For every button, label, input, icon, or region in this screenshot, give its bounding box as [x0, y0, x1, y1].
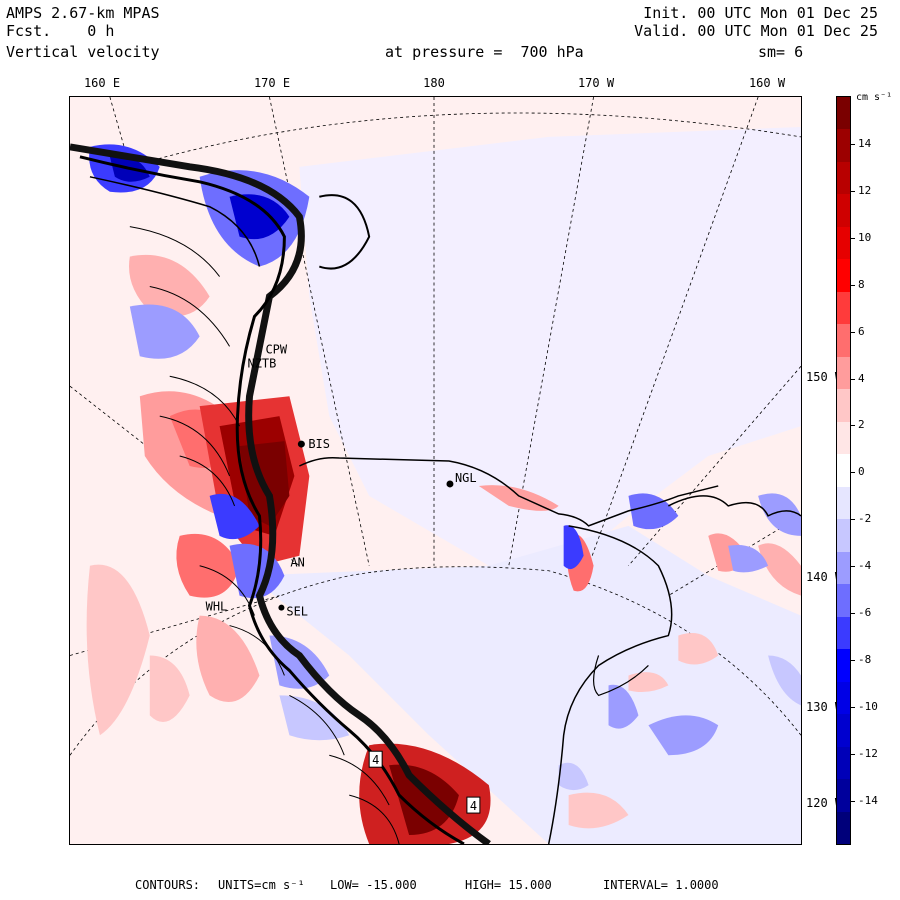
lon-label-160w: 160 W — [748, 76, 786, 90]
colorbar-level-label: -10 — [858, 699, 878, 713]
colorbar-swatch — [837, 421, 850, 455]
colorbar-level-label: -8 — [858, 652, 872, 666]
colorbar-tick — [851, 144, 855, 145]
ross-ice-shelf-front — [299, 456, 719, 527]
colorbar-tick — [851, 519, 855, 521]
colorbar-level-label: 4 — [858, 371, 865, 385]
colorbar-level-label: -6 — [858, 606, 872, 619]
smoothing-label: sm= 6 — [758, 43, 804, 61]
colorbar-tick — [851, 237, 855, 239]
colorbar-level-label: -14 — [858, 793, 878, 807]
colorbar-swatch — [837, 194, 850, 228]
pressure-label: at pressure = — [385, 43, 503, 61]
ice-shelf-field — [249, 525, 801, 844]
valid-time: Valid. 00 UTC Mon 01 Dec 25 — [634, 22, 878, 40]
station-an: AN — [290, 556, 304, 570]
lon-label-170e: 170 E — [253, 76, 291, 90]
footer-contours-label: CONTOURS: — [135, 878, 201, 892]
coast-segment — [592, 655, 649, 697]
colorbar-swatch — [837, 259, 850, 293]
coastal-contours — [70, 143, 491, 844]
station-dot-ngl — [446, 480, 454, 488]
footer-interval: INTERVAL= 1.0000 — [603, 878, 719, 892]
colorbar-tick — [851, 378, 855, 380]
footer-high: HIGH= 15.000 — [465, 878, 552, 892]
colorbar-tick — [851, 753, 855, 755]
field-name: Vertical velocity — [6, 43, 160, 61]
colorbar-swatch — [837, 584, 850, 618]
colorbar-level-label: 8 — [858, 277, 865, 291]
colorbar-swatch — [837, 551, 850, 585]
station-cpw: CPW — [265, 342, 287, 356]
pressure-level: at pressure = 700 hPa — [385, 43, 584, 61]
ross-sea-field — [299, 126, 801, 566]
footer-low: LOW= -15.000 — [330, 878, 417, 892]
station-whl: WHL — [206, 600, 228, 614]
colorbar-level-label: 14 — [858, 137, 872, 150]
colorbar-swatch — [837, 616, 850, 650]
colorbar-level-label: -12 — [858, 746, 878, 760]
colorbar-swatch — [837, 486, 850, 520]
colorbar-swatch — [837, 746, 850, 780]
colorbar-level-label: 6 — [858, 324, 865, 338]
init-time: Init. 00 UTC Mon 01 Dec 25 — [643, 4, 878, 22]
fcst-label: Fcst. — [6, 22, 52, 40]
colorbar-swatch — [837, 389, 850, 423]
colorbar-tick — [851, 331, 855, 333]
contour-label-1: 4 — [372, 753, 379, 767]
contour-label-box-2 — [466, 796, 481, 814]
colorbar-tick — [851, 613, 855, 614]
color-bar — [836, 96, 851, 845]
colorbar-tick — [851, 472, 855, 474]
map-panel: CPW NZTB BIS NGL AN WHL SEL 4 4 — [69, 96, 802, 845]
lon-label-170w: 170 W — [577, 76, 615, 90]
colorbar-level-label: 10 — [858, 230, 872, 244]
fcst-value: 0 h — [87, 22, 115, 40]
colorbar-swatch — [837, 324, 850, 358]
colorbar-level-label: 0 — [858, 465, 865, 479]
colorbar-unit: cm s⁻¹ — [856, 92, 893, 103]
colorbar-swatch — [837, 519, 850, 553]
colorbar-swatch — [837, 454, 850, 488]
colorbar-tick — [851, 800, 855, 802]
station-dot-bis — [297, 440, 305, 448]
footer-units: UNITS=cm s⁻¹ — [218, 878, 305, 892]
colorbar-level-label: 2 — [858, 418, 865, 432]
colorbar-level-label: -2 — [858, 512, 872, 526]
station-nztb: NZTB — [248, 356, 277, 370]
colorbar-level-label: 12 — [858, 183, 872, 197]
marie-byrd-coast — [547, 525, 673, 844]
contour-label-box-1 — [368, 750, 383, 768]
station-sel: SEL — [286, 605, 308, 619]
colorbar-swatch — [837, 811, 850, 845]
model-title: AMPS 2.67-km MPAS — [6, 4, 160, 22]
colorbar-tick — [851, 284, 855, 286]
pressure-value: 700 hPa — [520, 43, 584, 61]
colorbar-swatch — [837, 356, 850, 390]
station-dot-sel — [278, 604, 285, 611]
colorbar-level-label: -4 — [858, 559, 872, 573]
station-ngl: NGL — [455, 471, 477, 485]
colorbar-tick — [851, 659, 855, 661]
colorbar-swatch — [837, 649, 850, 683]
colorbar-swatch — [837, 97, 850, 130]
colorbar-tick — [851, 190, 855, 192]
colorbar-swatch — [837, 681, 850, 715]
lon-label-180: 180 — [423, 76, 445, 90]
station-markers — [278, 440, 454, 611]
colorbar-tick — [851, 425, 855, 427]
colorbar-swatch — [837, 129, 850, 163]
colorbar-swatch — [837, 714, 850, 748]
colorbar-tick — [851, 566, 855, 568]
station-bis: BIS — [308, 437, 330, 451]
colorbar-swatch — [837, 779, 850, 812]
eastern-coastline — [668, 495, 801, 517]
lon-label-160e: 160 E — [83, 76, 121, 90]
colorbar-swatch — [837, 161, 850, 195]
colorbar-swatch — [837, 226, 850, 260]
colorbar-tick — [851, 706, 855, 708]
forecast-label: Fcst. 0 h — [6, 22, 114, 40]
contour-label-2: 4 — [470, 799, 477, 813]
colorbar-swatch — [837, 291, 850, 325]
